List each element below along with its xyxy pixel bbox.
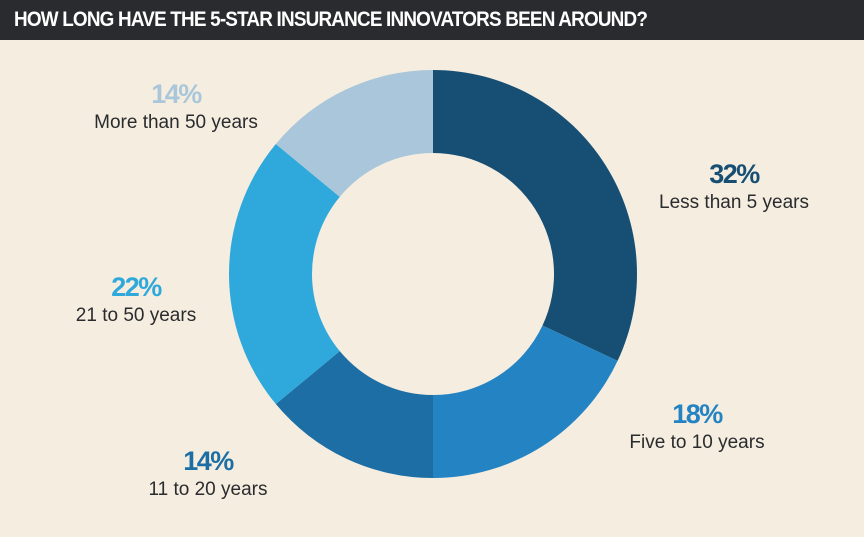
- donut-slice-1: [433, 70, 637, 361]
- donut-slice-2: [433, 325, 618, 478]
- slice-value-label-2: 18%: [672, 399, 723, 429]
- slice-category-label-2: Five to 10 years: [629, 432, 764, 453]
- donut-chart: 32% Less than 5 years 18% Five to 10 years 1…: [76, 70, 809, 500]
- slice-category-label-4: 21 to 50 years: [76, 305, 196, 326]
- slice-value-label-3: 14%: [183, 446, 234, 476]
- donut-slices: [228, 70, 637, 478]
- slice-category-label-3: 11 to 20 years: [148, 479, 267, 500]
- slice-value-label-5: 14%: [151, 79, 202, 109]
- slice-value-label-1: 32%: [709, 159, 760, 189]
- slice-category-label-5: More than 50 years: [94, 112, 258, 133]
- slice-category-label-1: Less than 5 years: [659, 192, 809, 213]
- donut-slice-5: [275, 70, 433, 197]
- chart-header: HOW LONG HAVE THE 5-STAR INSURANCE INNOV…: [0, 0, 864, 40]
- chart-title: HOW LONG HAVE THE 5-STAR INSURANCE INNOV…: [14, 8, 648, 31]
- donut-slice-4: [228, 143, 340, 405]
- slice-value-label-4: 22%: [111, 272, 162, 302]
- slice-labels: 32% Less than 5 years 18% Five to 10 years 1…: [76, 79, 809, 500]
- donut-slice-3: [275, 351, 433, 478]
